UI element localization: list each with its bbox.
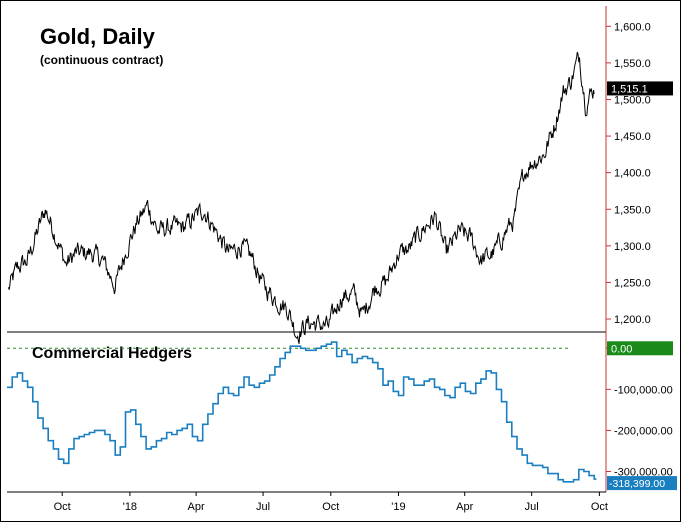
chart-title: Gold, Daily [40, 24, 156, 49]
x-tick-label: Oct [54, 501, 71, 513]
x-tick-label: Apr [456, 501, 473, 513]
x-tick-label: Oct [322, 501, 339, 513]
hedger-tick-label: -200,000.00 [614, 425, 673, 437]
x-tick-label: '19 [391, 501, 405, 513]
commercial-hedgers-line [7, 341, 597, 483]
x-tick-label: '18 [123, 501, 137, 513]
x-tick-label: Apr [188, 501, 205, 513]
price-tick-label: 1,500.0 [614, 94, 651, 106]
hedger-last-value-label: -318,399.00 [609, 478, 665, 490]
price-tick-label: 1,350.0 [614, 204, 651, 216]
x-tick-label: Oct [591, 501, 608, 513]
x-tick-label: Jul [525, 501, 539, 513]
hedger-axis-ticks: -300,000.00 -200,000.00 -100,000.00 [606, 347, 673, 479]
price-tick-label: 1,300.0 [614, 241, 651, 253]
price-series [8, 51, 595, 344]
hedger-last-value-tag [607, 476, 677, 491]
hedger-series [7, 341, 597, 483]
price-tick-label: 1,250.0 [614, 277, 651, 289]
gold-price-line [8, 51, 595, 344]
price-tick-label: 1,600.0 [614, 21, 651, 33]
value-tags: 1,515.1 0.00 -318,399.00 [607, 81, 677, 491]
hedgers-title: Commercial Hedgers [32, 345, 192, 362]
price-tick-label: 1,400.0 [614, 168, 651, 180]
price-tick-label: 1,450.0 [614, 131, 651, 143]
zero-value-tag [607, 341, 673, 356]
price-axis-ticks: 1,200.0 1,250.0 1,300.0 1,350.0 1,400.0 1,450… [606, 21, 651, 326]
x-axis-ticks: Oct '18 Apr Jul Oct '19 Apr Jul Oct [54, 492, 608, 513]
hedger-tick-label: -100,000.00 [614, 384, 673, 396]
price-tick-label: 1,200.0 [614, 314, 651, 326]
x-tick-label: Jul [256, 501, 270, 513]
price-last-value-label: 1,515.1 [611, 83, 648, 95]
hedger-tick-label: -300,000.00 [614, 467, 673, 479]
price-last-value-tag [607, 81, 673, 96]
price-tick-label: 1,550.0 [614, 58, 651, 70]
chart-subtitle: (continuous contract) [40, 53, 163, 67]
zero-value-label: 0.00 [611, 343, 632, 355]
